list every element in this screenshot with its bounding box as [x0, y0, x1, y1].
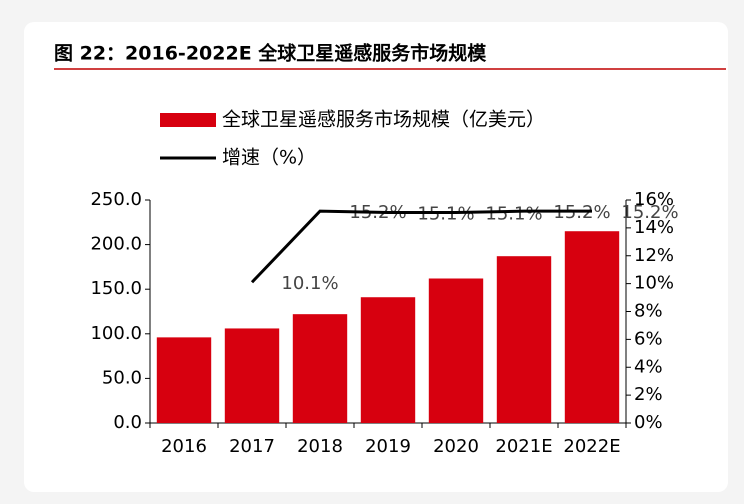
- y-tick-label: 250.0: [90, 189, 142, 210]
- bar: [564, 231, 620, 423]
- y2-tick-label: 8%: [634, 301, 663, 322]
- y2-tick-label: 10%: [634, 273, 674, 294]
- bar: [360, 297, 416, 423]
- legend-label: 全球卫星遥感服务市场规模（亿美元）: [222, 109, 545, 131]
- y-tick-label: 100.0: [90, 323, 142, 344]
- y-tick-label: 50.0: [102, 367, 142, 388]
- data-label: 15.1%: [485, 204, 542, 225]
- y-tick-label: 200.0: [90, 234, 142, 255]
- x-tick-label: 2022E: [563, 436, 620, 457]
- x-tick-label: 2021E: [495, 436, 552, 457]
- data-label: 15.1%: [417, 204, 474, 225]
- bar: [428, 278, 484, 423]
- y2-tick-label: 2%: [634, 384, 663, 405]
- line: [250, 209, 592, 284]
- y2-tick-label: 4%: [634, 356, 663, 377]
- x-tick-label: 2020: [433, 436, 479, 457]
- bar: [292, 314, 348, 423]
- y2-tick-label: 14%: [634, 217, 674, 238]
- y2-tick-label: 12%: [634, 245, 674, 266]
- y2-tick-label: 16%: [634, 189, 674, 210]
- chart-title: 图 22：2016-2022E 全球卫星遥感服务市场规模: [54, 42, 487, 65]
- y-tick-label: 0.0: [113, 412, 142, 433]
- data-label: 15.2%: [553, 202, 610, 223]
- x-tick-label: 2019: [365, 436, 411, 457]
- data-label: 10.1%: [281, 273, 338, 294]
- legend-label: 增速（%）: [222, 147, 316, 169]
- x-tick-label: 2018: [297, 436, 343, 457]
- bar: [156, 337, 212, 423]
- y-tick-label: 150.0: [90, 278, 142, 299]
- x-tick-label: 2016: [161, 436, 207, 457]
- bar: [224, 328, 280, 423]
- y2-tick-label: 0%: [634, 412, 663, 433]
- data-label: 15.2%: [621, 202, 678, 223]
- y2-tick-label: 6%: [634, 328, 663, 349]
- legend-swatch: [160, 113, 216, 127]
- bar: [496, 256, 552, 423]
- x-tick-label: 2017: [229, 436, 275, 457]
